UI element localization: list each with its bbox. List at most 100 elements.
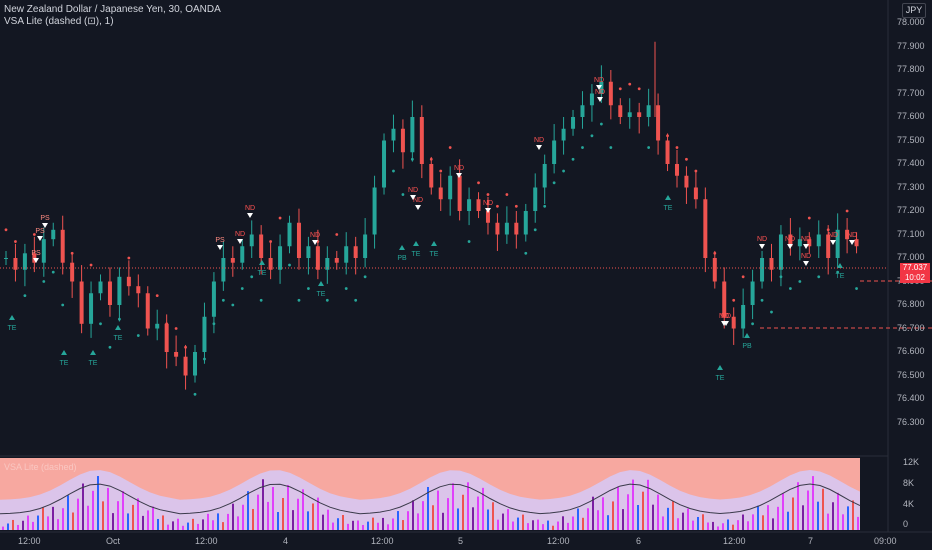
- trail-dot: [118, 317, 121, 321]
- trail-dot: [297, 298, 301, 302]
- currency-badge[interactable]: JPY: [902, 3, 926, 18]
- volume-bar: [142, 515, 144, 530]
- signal-label: TE: [60, 360, 69, 367]
- volume-bar: [527, 523, 529, 530]
- candle-body: [382, 140, 387, 188]
- volume-bar: [822, 488, 824, 530]
- candle-body: [845, 229, 850, 240]
- volume-bar: [207, 513, 209, 530]
- up-marker-icon: [665, 195, 671, 200]
- candle-body: [542, 164, 547, 188]
- trail-dot: [675, 146, 679, 149]
- candle-body: [89, 293, 94, 324]
- trail-dot: [278, 216, 282, 220]
- volume-bar: [802, 505, 804, 530]
- volume-bar: [262, 479, 264, 530]
- volume-bar: [797, 482, 799, 530]
- volume-bar: [367, 521, 369, 530]
- trail-dot: [259, 298, 263, 302]
- volume-bar: [32, 521, 34, 530]
- trail-dot: [798, 280, 802, 283]
- candle-body: [561, 128, 566, 141]
- volume-bar: [572, 516, 574, 530]
- time-tick-label: 6: [636, 536, 642, 546]
- volume-bar: [122, 491, 124, 530]
- candle-body: [722, 281, 727, 317]
- trail-dot: [524, 251, 528, 255]
- symbol-title[interactable]: New Zealand Dollar / Japanese Yen, 30, O…: [4, 4, 221, 15]
- volume-bar: [22, 520, 24, 530]
- down-marker-icon: [596, 85, 602, 90]
- trail-dot: [89, 263, 93, 267]
- volume-bar: [757, 505, 759, 530]
- signal-label: ND: [310, 232, 320, 239]
- trail-dot: [826, 228, 830, 232]
- vsa-pane-title: VSA Lite (dashed): [4, 462, 77, 472]
- candle-body: [287, 222, 292, 247]
- candle-body: [750, 281, 755, 305]
- bar-countdown: 10:02: [904, 273, 926, 282]
- price-tick-label: 76.600: [897, 346, 925, 356]
- volume-bar: [467, 482, 469, 530]
- candle-body: [117, 276, 122, 305]
- candle-body: [457, 175, 462, 211]
- trail-dot: [703, 228, 707, 232]
- volume-bar: [192, 518, 194, 530]
- volume-bar: [417, 513, 419, 530]
- volume-bar: [487, 509, 489, 530]
- up-marker-icon: [413, 241, 419, 246]
- volume-bar: [52, 506, 54, 530]
- candle-body: [797, 239, 802, 247]
- volume-bar: [442, 512, 444, 530]
- candle-body: [126, 276, 131, 287]
- volume-tick-label: 12K: [903, 457, 920, 467]
- volume-bar: [217, 513, 219, 530]
- volume-bar: [222, 522, 224, 530]
- signal-label: TE: [430, 251, 439, 258]
- volume-bar: [857, 516, 859, 530]
- last-price-value: 77.037: [902, 263, 928, 272]
- volume-bar: [562, 516, 564, 530]
- volume-bar: [167, 524, 169, 530]
- volume-bar: [287, 485, 289, 530]
- price-tick-label: 77.300: [897, 181, 925, 192]
- candle-body: [211, 281, 216, 317]
- trail-dot: [628, 82, 632, 86]
- volume-bar: [147, 510, 149, 530]
- candle-body: [552, 140, 557, 164]
- trail-dot: [845, 209, 849, 213]
- volume-bar: [782, 493, 784, 530]
- volume-bar: [852, 500, 854, 530]
- candle-body: [665, 140, 670, 164]
- volume-bar: [602, 497, 604, 530]
- volume-bar: [712, 521, 714, 530]
- signal-label: ND: [847, 232, 857, 239]
- candle-body: [60, 229, 65, 263]
- candle-body: [599, 81, 604, 94]
- volume-bar: [327, 509, 329, 530]
- volume-bar: [597, 510, 599, 530]
- price-tick-label: 77.600: [897, 111, 925, 121]
- indicator-title[interactable]: VSA Lite (dashed (⊡), 1): [4, 16, 114, 27]
- trail-dot: [70, 251, 74, 255]
- volume-bar: [182, 525, 184, 530]
- trail-dot: [694, 169, 698, 173]
- volume-bar: [77, 498, 79, 530]
- candle-body: [533, 187, 538, 211]
- candle-body: [410, 117, 415, 153]
- candle-body: [136, 286, 141, 294]
- down-marker-icon: [312, 240, 318, 245]
- candle-body: [372, 187, 377, 235]
- volume-bar: [252, 508, 254, 530]
- signal-label: TE: [664, 205, 673, 212]
- volume-bar: [297, 498, 299, 530]
- trail-dot: [23, 294, 27, 297]
- price-tick-label: 78.000: [897, 17, 925, 27]
- volume-bar: [662, 516, 664, 530]
- time-tick-label: 09:00: [874, 536, 897, 546]
- volume-bar: [682, 512, 684, 530]
- down-marker-icon: [456, 173, 462, 178]
- candle-body: [514, 222, 519, 235]
